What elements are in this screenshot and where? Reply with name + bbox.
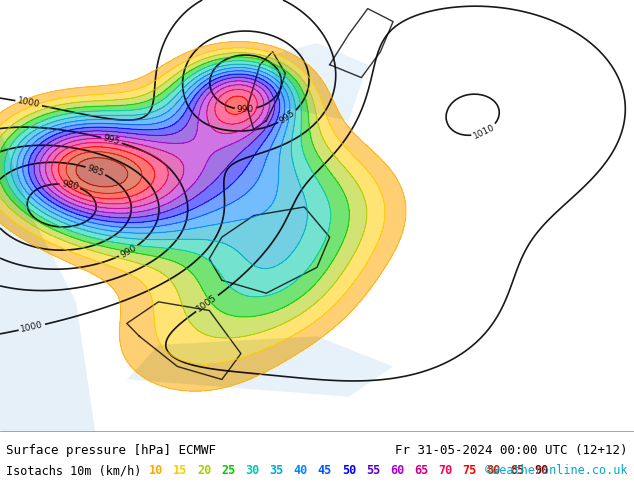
Text: 35: 35 <box>269 464 283 477</box>
Text: 70: 70 <box>438 464 452 477</box>
Text: 90: 90 <box>534 464 548 477</box>
Text: 60: 60 <box>390 464 404 477</box>
Polygon shape <box>0 129 95 431</box>
Polygon shape <box>127 336 393 397</box>
Text: 995: 995 <box>278 108 297 125</box>
Text: 80: 80 <box>486 464 500 477</box>
Text: 15: 15 <box>173 464 187 477</box>
Text: 1000: 1000 <box>20 320 44 334</box>
Text: 990: 990 <box>236 104 254 114</box>
Text: 50: 50 <box>342 464 356 477</box>
Text: 30: 30 <box>245 464 259 477</box>
Text: 990: 990 <box>119 243 138 260</box>
Text: 65: 65 <box>414 464 428 477</box>
Text: 55: 55 <box>366 464 380 477</box>
Text: Isotachs 10m (km/h): Isotachs 10m (km/h) <box>6 464 142 477</box>
Text: 980: 980 <box>61 179 79 192</box>
Text: 985: 985 <box>86 163 105 178</box>
Text: 10: 10 <box>149 464 163 477</box>
Text: 75: 75 <box>462 464 476 477</box>
Text: 995: 995 <box>102 134 121 147</box>
Text: 1000: 1000 <box>16 97 41 110</box>
Text: 45: 45 <box>318 464 332 477</box>
Text: Surface pressure [hPa] ECMWF: Surface pressure [hPa] ECMWF <box>6 444 216 457</box>
Text: 25: 25 <box>221 464 235 477</box>
Text: 1005: 1005 <box>195 293 219 314</box>
Text: ©weatheronline.co.uk: ©weatheronline.co.uk <box>485 464 628 477</box>
Text: 85: 85 <box>510 464 524 477</box>
Text: 1010: 1010 <box>472 122 496 141</box>
Text: 40: 40 <box>294 464 307 477</box>
Text: 20: 20 <box>197 464 211 477</box>
Polygon shape <box>266 43 368 121</box>
Text: Fr 31-05-2024 00:00 UTC (12+12): Fr 31-05-2024 00:00 UTC (12+12) <box>395 444 628 457</box>
